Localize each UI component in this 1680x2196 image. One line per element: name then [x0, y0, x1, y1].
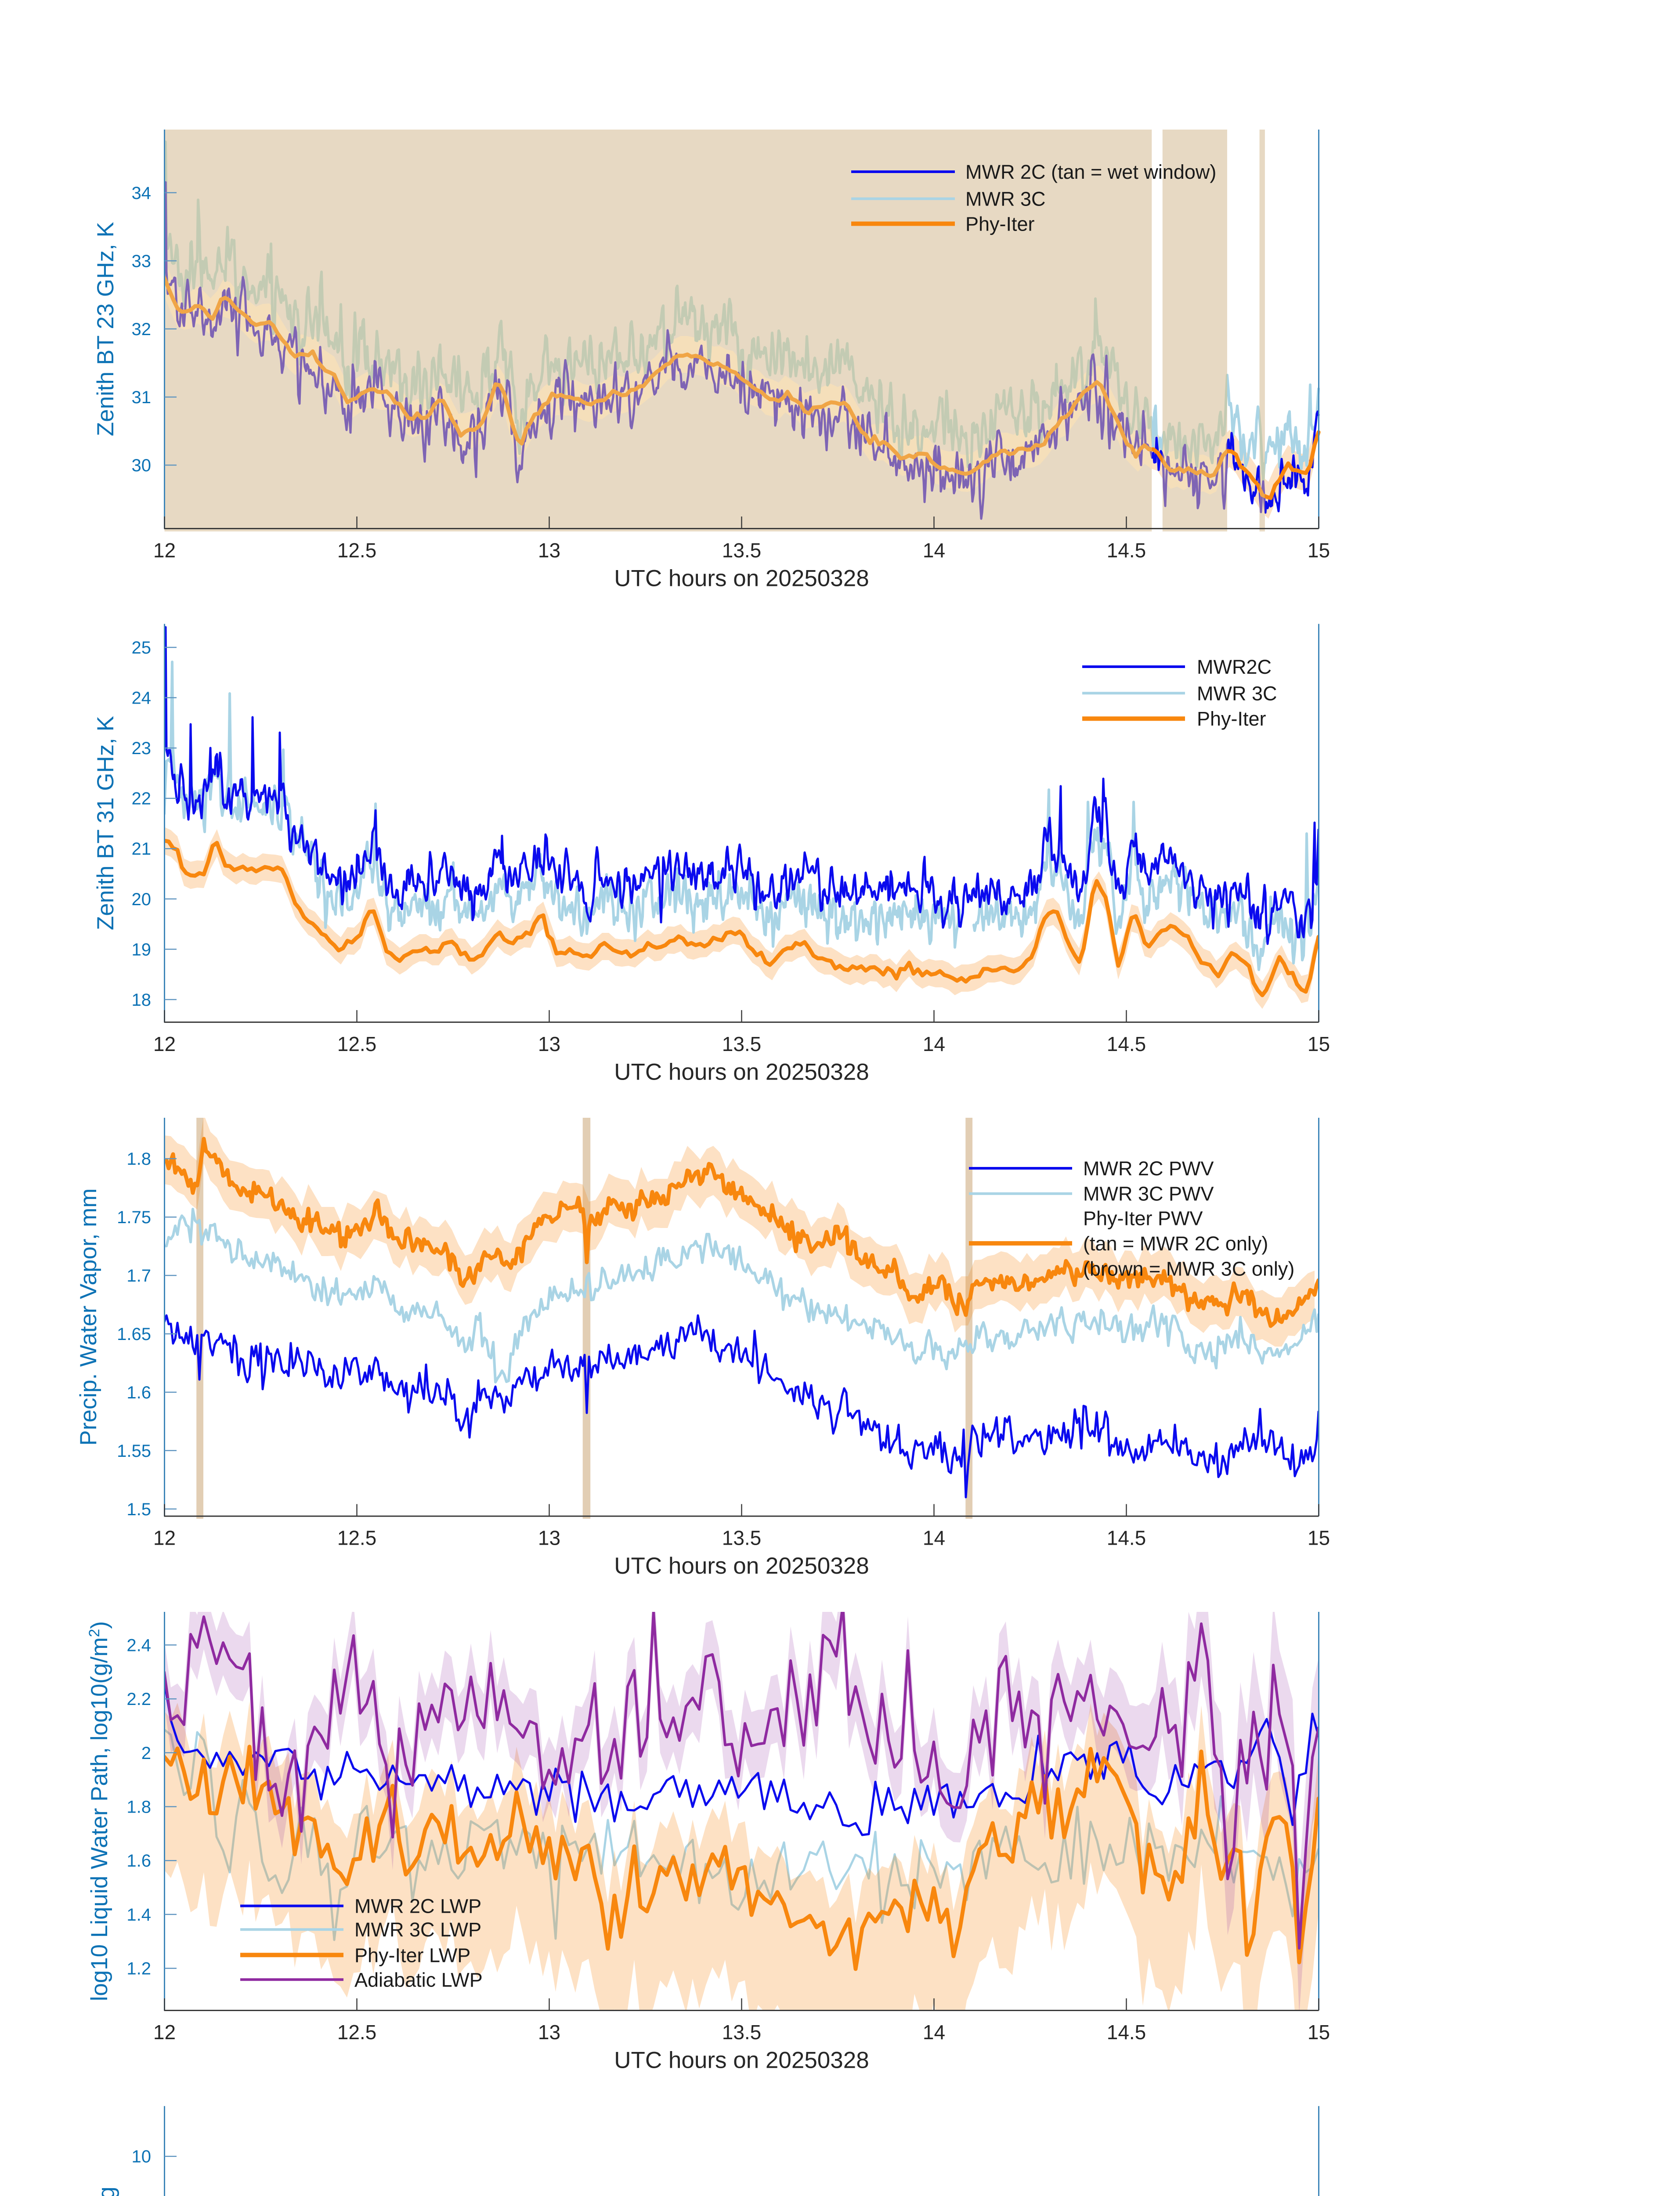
svg-text:12.5: 12.5 — [337, 539, 377, 562]
svg-text:1.5: 1.5 — [126, 1500, 151, 1519]
svg-text:UTC hours on 20250328: UTC hours on 20250328 — [614, 566, 869, 592]
svg-text:15: 15 — [1308, 2021, 1330, 2044]
svg-text:13: 13 — [538, 539, 560, 562]
svg-text:13.5: 13.5 — [722, 1527, 762, 1549]
svg-text:14.5: 14.5 — [1107, 539, 1146, 562]
svg-text:13.5: 13.5 — [722, 539, 762, 562]
svg-text:21: 21 — [132, 839, 152, 859]
svg-text:13: 13 — [538, 1527, 560, 1549]
svg-text:2.2: 2.2 — [126, 1690, 151, 1709]
svg-text:25: 25 — [132, 638, 152, 657]
svg-text:32: 32 — [132, 320, 152, 339]
svg-text:1.6: 1.6 — [126, 1851, 151, 1871]
svg-text:Phy-Iter PWV: Phy-Iter PWV — [1083, 1207, 1203, 1230]
svg-text:12: 12 — [153, 1527, 176, 1549]
svg-text:15: 15 — [1308, 539, 1330, 562]
svg-text:1.8: 1.8 — [126, 1798, 151, 1817]
svg-text:MWR 3C PWV: MWR 3C PWV — [1083, 1183, 1214, 1205]
svg-text:Phy-Iter: Phy-Iter — [1197, 708, 1266, 730]
svg-text:19: 19 — [132, 940, 152, 959]
svg-text:13: 13 — [538, 2021, 560, 2044]
svg-text:13.5: 13.5 — [722, 1033, 762, 1055]
svg-text:10: 10 — [132, 2147, 152, 2167]
svg-text:12.5: 12.5 — [337, 1527, 377, 1549]
svg-text:1.75: 1.75 — [117, 1208, 151, 1227]
svg-text:12: 12 — [153, 2021, 176, 2044]
svg-text:12.5: 12.5 — [337, 1033, 377, 1055]
svg-text:23: 23 — [132, 739, 152, 758]
svg-text:15: 15 — [1308, 1527, 1330, 1549]
svg-text:MWR 3C: MWR 3C — [965, 188, 1045, 210]
svg-text:1.4: 1.4 — [126, 1905, 151, 1925]
svg-text:1.65: 1.65 — [117, 1325, 151, 1344]
svg-text:Phy-Iter: Phy-Iter — [965, 213, 1035, 235]
svg-text:MWR2C: MWR2C — [1197, 656, 1272, 678]
svg-text:MWR Phy Iter DQ Flag: MWR Phy Iter DQ Flag — [94, 2186, 119, 2196]
svg-text:33: 33 — [132, 252, 152, 271]
svg-text:1.2: 1.2 — [126, 1959, 151, 1979]
svg-text:24: 24 — [132, 689, 152, 708]
svg-text:31: 31 — [132, 388, 152, 407]
svg-text:14.5: 14.5 — [1107, 1527, 1146, 1549]
svg-text:30: 30 — [132, 456, 152, 475]
svg-text:12: 12 — [153, 1033, 176, 1055]
svg-text:Zenith BT 23 GHz, K: Zenith BT 23 GHz, K — [93, 222, 119, 436]
svg-text:14.5: 14.5 — [1107, 1033, 1146, 1055]
svg-text:20: 20 — [132, 890, 152, 909]
svg-text:Zenith BT 31 GHz, K: Zenith BT 31 GHz, K — [93, 716, 119, 930]
svg-text:18: 18 — [132, 990, 152, 1010]
svg-text:Phy-Iter LWP: Phy-Iter LWP — [354, 1944, 470, 1966]
svg-text:14.5: 14.5 — [1107, 2021, 1146, 2044]
svg-text:(brown = MWR 3C only): (brown = MWR 3C only) — [1083, 1258, 1294, 1280]
svg-text:2.4: 2.4 — [126, 1636, 151, 1655]
svg-text:UTC hours on 20250328: UTC hours on 20250328 — [614, 2048, 869, 2073]
svg-text:12.5: 12.5 — [337, 2021, 377, 2044]
svg-text:log10 Liquid Water Path, log10: log10 Liquid Water Path, log10(g/m2) — [86, 1621, 112, 2001]
svg-text:MWR 3C LWP: MWR 3C LWP — [354, 1918, 481, 1941]
svg-text:34: 34 — [132, 184, 152, 203]
svg-text:13: 13 — [538, 1033, 560, 1055]
svg-text:2: 2 — [141, 1744, 151, 1763]
svg-text:14: 14 — [923, 1527, 945, 1549]
svg-text:14: 14 — [923, 539, 945, 562]
svg-text:Adiabatic LWP: Adiabatic LWP — [354, 1968, 483, 1991]
svg-text:12: 12 — [153, 539, 176, 562]
svg-text:MWR 3C: MWR 3C — [1197, 682, 1277, 704]
svg-text:1.7: 1.7 — [126, 1266, 151, 1286]
svg-text:1.55: 1.55 — [117, 1441, 151, 1461]
svg-text:14: 14 — [923, 2021, 945, 2044]
svg-text:15: 15 — [1308, 1033, 1330, 1055]
svg-text:(tan = MWR 2C only): (tan = MWR 2C only) — [1083, 1232, 1268, 1255]
svg-text:MWR 2C (tan = wet window): MWR 2C (tan = wet window) — [965, 161, 1216, 183]
svg-text:UTC hours on 20250328: UTC hours on 20250328 — [614, 1553, 869, 1579]
svg-text:1.6: 1.6 — [126, 1383, 151, 1402]
svg-text:14: 14 — [923, 1033, 945, 1055]
svg-text:MWR 2C LWP: MWR 2C LWP — [354, 1895, 481, 1918]
svg-text:MWR 2C PWV: MWR 2C PWV — [1083, 1157, 1214, 1180]
svg-text:Precip. Water Vapor, mm: Precip. Water Vapor, mm — [76, 1188, 101, 1446]
svg-text:22: 22 — [132, 789, 152, 809]
svg-text:1.8: 1.8 — [126, 1149, 151, 1169]
svg-text:13.5: 13.5 — [722, 2021, 762, 2044]
svg-text:UTC hours on 20250328: UTC hours on 20250328 — [614, 1059, 869, 1085]
